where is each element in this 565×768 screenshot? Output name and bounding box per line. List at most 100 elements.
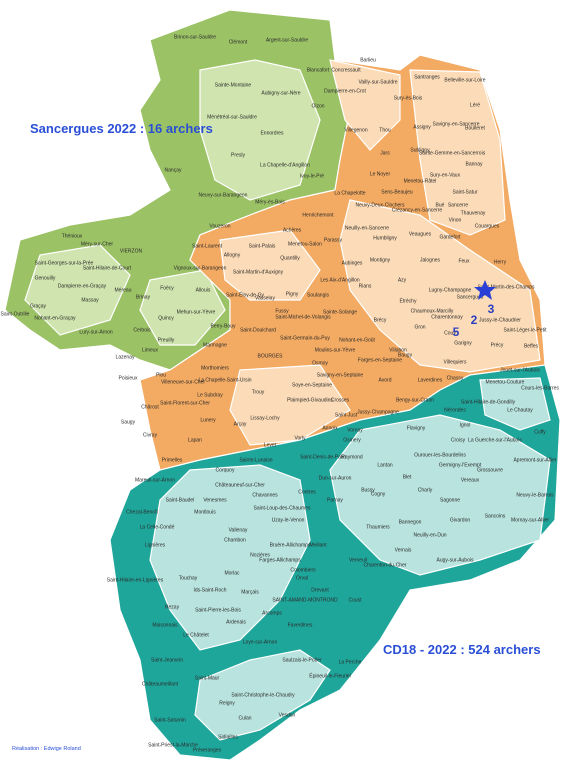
commune-label: Lury-sur-Arnon: [79, 329, 113, 335]
commune-label: Foëcy: [160, 285, 174, 291]
commune-label: Vasselay: [255, 295, 275, 301]
commune-label: Chassy: [447, 375, 464, 381]
commune-label: Culan: [238, 715, 251, 721]
commune-label: Saint-Pierre-les-Bois: [195, 607, 241, 613]
commune-label: Villequiers: [444, 359, 467, 365]
commune-label: Lugny-Champagne: [429, 287, 472, 293]
commune-label: SAINT-AMAND-MONTROND: [272, 597, 338, 603]
commune-label: Mehun-sur-Yèvre: [177, 309, 216, 315]
commune-label: Dampierre-en-Graçay: [58, 283, 107, 289]
commune-label: Thou: [379, 127, 391, 133]
commune-label: La Chapelle-Saint-Ursin: [198, 377, 251, 383]
commune-label: Léré: [470, 102, 480, 108]
commune-label: Neuvy-le-Barrois: [516, 492, 554, 498]
commune-label: Saint-Léger-le-Petit: [503, 327, 547, 333]
zone-teal-light: [479, 377, 551, 431]
commune-label: Couy: [444, 330, 456, 336]
commune-labels: Brinon-sur-Sauldre Clémont Argent-sur-Saul…: [1, 34, 560, 753]
commune-label: Nozières: [250, 552, 270, 558]
zone-teal-light: [329, 414, 551, 576]
commune-label: Argent-sur-Sauldre: [266, 37, 308, 43]
commune-label: Preuilly: [158, 337, 175, 343]
commune-label: Oizon: [311, 103, 324, 109]
commune-label: Nohant-en-Goût: [339, 337, 375, 343]
commune-label: Sagonne: [440, 497, 460, 503]
commune-label: Saint-Outrille: [1, 311, 30, 317]
commune-label: Allouis: [196, 287, 211, 293]
commune-label: Civray: [143, 432, 158, 438]
commune-label: Vinon: [449, 217, 462, 223]
commune-label: La Guerche-sur-l'Aubois: [468, 437, 522, 443]
commune-label: Charenton-du-Cher: [363, 562, 406, 568]
commune-label: Chârost: [141, 404, 159, 410]
commune-label: Saint-Palais: [249, 243, 276, 249]
commune-label: Étréchy: [400, 297, 417, 304]
commune-label: Trouy: [252, 389, 265, 395]
commune-label: Lignières: [145, 542, 166, 548]
commune-label: Croisy: [451, 437, 466, 443]
commune-label: Bannegon: [399, 519, 422, 525]
commune-label: Précy: [491, 342, 504, 348]
commune-label: Neuvy-Deux-Clochers: [356, 202, 405, 208]
commune-label: Saint-Denis-de-Palin: [300, 454, 346, 460]
commune-label: Rezay: [165, 604, 180, 610]
commune-label: Savigny-en-Septaine: [317, 372, 364, 378]
commune-label: Méry-sur-Cher: [81, 241, 114, 247]
commune-label: Givardon: [450, 517, 471, 523]
commune-label: Menetou-Salon: [288, 241, 322, 247]
zone-orange-light: [339, 199, 541, 373]
commune-label: Saint-Germain-du-Puy: [280, 335, 330, 341]
commune-label: Vernais: [395, 547, 412, 553]
commune-label: La Perche: [339, 659, 362, 665]
commune-label: Dun-sur-Auron: [319, 475, 352, 481]
commune-label: Sancerre: [448, 202, 469, 208]
commune-label: Saint-Michel-de-Volangis: [275, 314, 331, 320]
commune-label: Jalognes: [420, 257, 441, 263]
commune-label: Saint-Hilaire-de-Court: [83, 265, 132, 271]
commune-label: Allogny: [224, 252, 241, 258]
zones: [4, 9, 561, 761]
commune-label: Sens-Beaujeu: [381, 189, 413, 195]
commune-label: Vorly: [294, 435, 306, 441]
commune-label: Colombiers: [290, 567, 316, 573]
commune-label: Sainte-Montaine: [215, 82, 252, 88]
commune-label: Le Subdray: [197, 392, 223, 398]
commune-label: Levet: [264, 442, 277, 448]
commune-label: Henrichemont: [302, 212, 334, 218]
commune-label: Pigny: [286, 291, 299, 297]
commune-label: Vignoux-sur-Barangeon: [174, 265, 227, 271]
commune-label: Saint-Just: [335, 412, 358, 418]
commune-label: Lazenay: [116, 354, 135, 360]
marker-number: 3: [488, 302, 495, 316]
commune-label: Méry-ès-Bois: [255, 199, 285, 205]
commune-label: Sainte-Solange: [323, 309, 357, 315]
commune-label: Quincy: [158, 315, 174, 321]
commune-label: Jussy-Champagne: [357, 409, 399, 415]
commune-label: Corquoy: [216, 467, 235, 473]
commune-label: Crézancy-en-Sancerre: [392, 207, 443, 213]
commune-label: Primelles: [162, 457, 183, 463]
commune-label: Le Châtelet: [183, 632, 209, 638]
commune-label: Vallenay: [229, 527, 248, 533]
commune-label: Saint-Satur: [452, 189, 477, 195]
commune-label: Maisonnais: [152, 622, 178, 628]
commune-label: Couargues: [475, 223, 500, 229]
commune-label: Châteaumeillant: [142, 681, 179, 687]
marker-number: 5: [453, 325, 460, 339]
commune-label: Cerbois: [133, 327, 151, 333]
commune-label: Vornay: [347, 427, 363, 433]
commune-label: Assigny: [413, 124, 431, 130]
commune-label: Ardenais: [226, 619, 246, 625]
commune-label: Nançay: [165, 167, 182, 173]
commune-label: Ivoy-le-Pré: [300, 173, 324, 179]
commune-label: Blancafort: [307, 67, 330, 73]
commune-label: Sury-en-Vaux: [430, 172, 461, 178]
marker-number: 2: [471, 313, 478, 327]
commune-label: Brinon-sur-Sauldre: [174, 34, 216, 40]
commune-label: Crosses: [331, 397, 350, 403]
commune-label: Marmagne: [203, 342, 227, 348]
sancergues-star: [474, 280, 496, 300]
commune-label: Venesmes: [203, 497, 227, 503]
commune-label: Sidiailles: [218, 734, 238, 740]
commune-label: Raymond: [341, 454, 363, 460]
